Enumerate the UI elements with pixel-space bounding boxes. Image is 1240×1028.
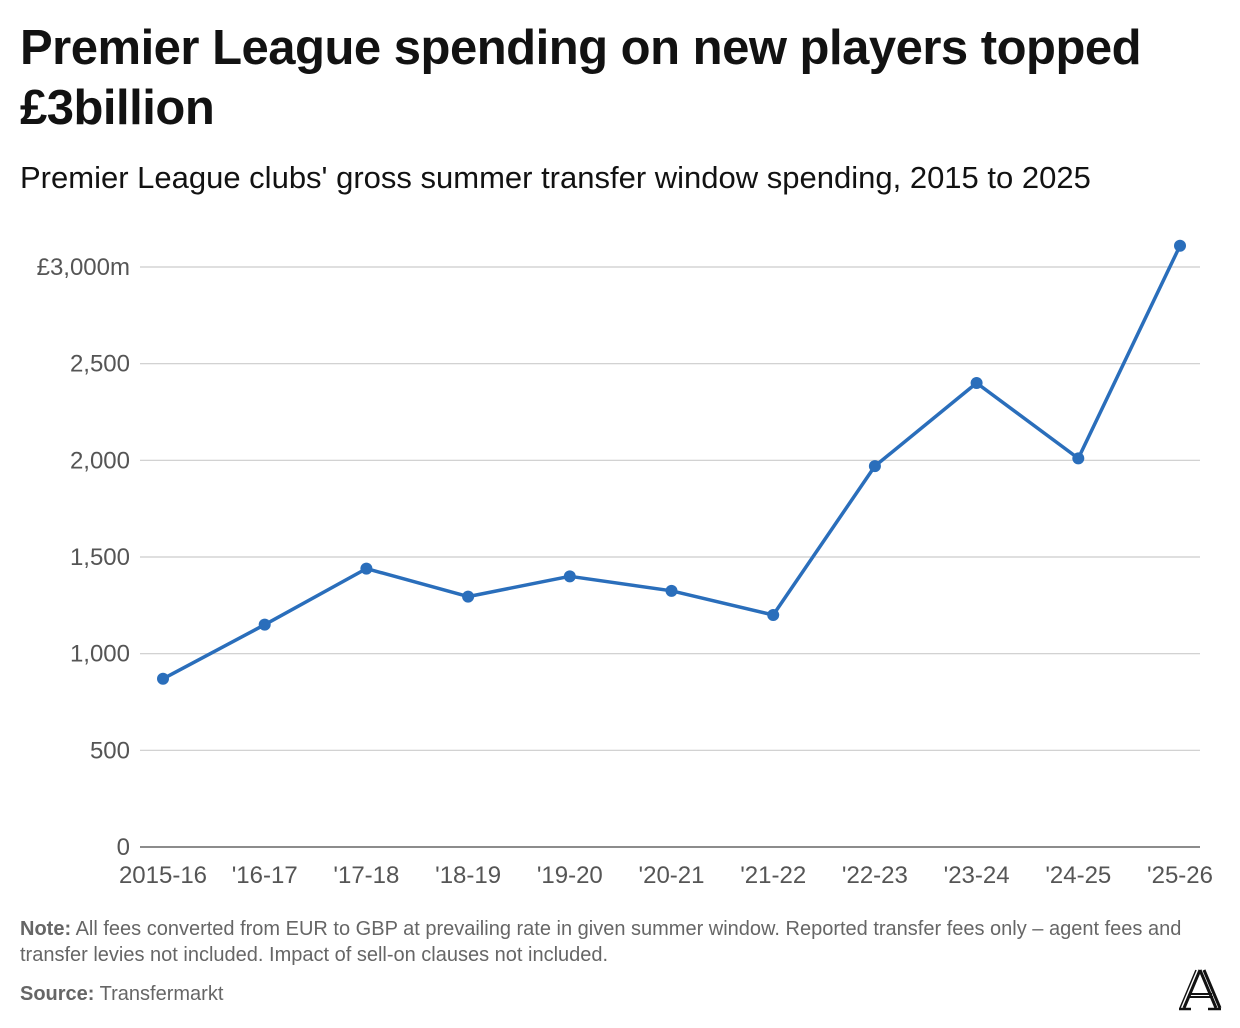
source-text: Transfermarkt <box>99 983 224 1005</box>
source-label: Source: <box>20 983 95 1005</box>
y-tick-label: 1,500 <box>70 544 130 571</box>
data-point <box>563 570 576 583</box>
the-athletic-logo-icon <box>1179 969 1222 1011</box>
note-label: Note: <box>20 918 72 940</box>
chart-title: Premier League spending on new players t… <box>20 21 1142 135</box>
y-tick-label: 1,000 <box>70 641 130 668</box>
data-point <box>767 609 780 621</box>
data-point <box>970 377 983 389</box>
data-point <box>1072 452 1085 465</box>
x-tick-label: '16-17 <box>232 862 298 889</box>
x-tick-label: '21-22 <box>740 862 806 889</box>
y-tick-label: 2,500 <box>70 351 130 378</box>
data-point <box>258 618 271 631</box>
data-point <box>462 590 475 603</box>
y-axis-ticks: 0 500 1,000 1,500 2,000 2,500 £3,000m <box>37 254 130 861</box>
data-point <box>665 584 678 597</box>
x-tick-label: '22-23 <box>842 862 908 889</box>
y-tick-label: £3,000m <box>37 254 130 281</box>
data-point <box>868 460 881 473</box>
series-line <box>162 244 1182 681</box>
data-points <box>157 239 1186 685</box>
x-tick-label: 2015-16 <box>119 862 207 889</box>
x-tick-label: '24-25 <box>1045 862 1111 889</box>
y-tick-label: 2,000 <box>70 447 130 474</box>
x-tick-label: '17-18 <box>333 862 399 889</box>
data-point <box>360 562 373 575</box>
series-line-group <box>162 244 1182 681</box>
data-point <box>157 672 169 685</box>
chart-source: Source: Transfermarkt <box>20 981 920 1007</box>
x-tick-label: '23-24 <box>944 862 1010 889</box>
y-tick-label: 0 <box>117 834 130 861</box>
x-tick-label: '18-19 <box>435 862 501 889</box>
line-chart: 0 500 1,000 1,500 2,000 2,500 £3,000m 2015-16 '… <box>37 239 1213 889</box>
note-text: All fees converted from EUR to GBP at pr… <box>20 918 1182 966</box>
data-point <box>1174 239 1186 252</box>
y-tick-label: 500 <box>90 737 130 764</box>
x-tick-label: '20-21 <box>639 862 705 889</box>
x-axis-ticks: 2015-16 '16-17 '17-18 '18-19 '19-20 '20-21 '21… <box>119 862 1213 889</box>
x-tick-label: '25-26 <box>1147 862 1213 889</box>
chart-subtitle: Premier League clubs' gross summer trans… <box>20 160 1091 195</box>
x-tick-label: '19-20 <box>537 862 603 889</box>
gridlines <box>140 266 1200 848</box>
chart-note: Note: All fees converted from EUR to GBP… <box>20 916 1200 968</box>
